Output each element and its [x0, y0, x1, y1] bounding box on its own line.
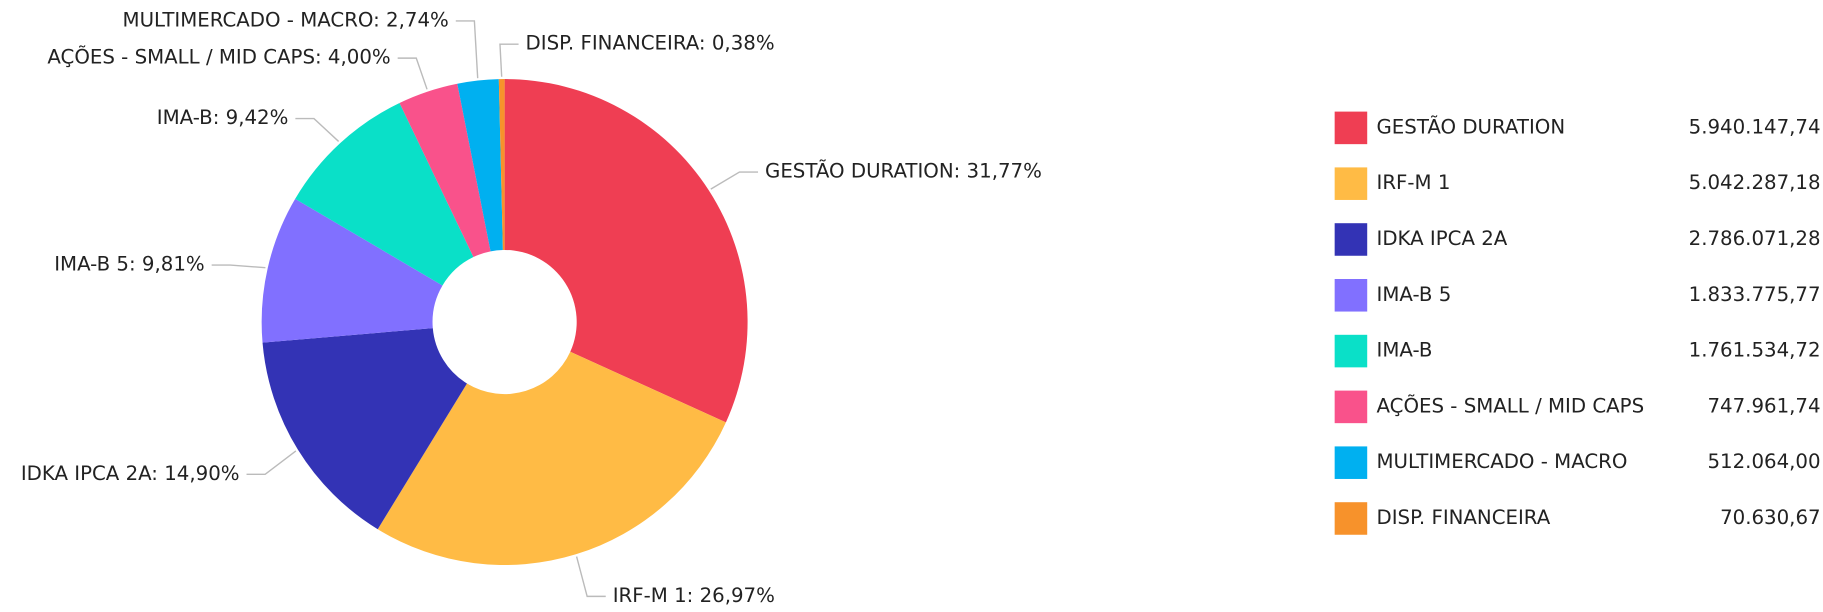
legend-label: MULTIMERCADO - MACRO [1377, 450, 1628, 473]
leader-line [575, 556, 606, 598]
leader-line [246, 450, 297, 476]
legend-label: IRF-M 1 [1377, 171, 1451, 194]
leader-line [211, 264, 266, 269]
legend-swatch [1334, 223, 1368, 256]
donut-slice [399, 83, 491, 258]
legend-swatch [1334, 111, 1368, 145]
donut-slice [377, 351, 726, 565]
leader-line [295, 117, 340, 142]
legend-amount: 1.833.775,77 [1689, 283, 1821, 306]
legend-label: GESTÃO DURATION [1377, 115, 1566, 138]
donut-slice [261, 198, 443, 343]
legend-amount: 5.042.287,18 [1689, 171, 1821, 194]
leader-line [710, 171, 759, 190]
legend-amount: 70.630,67 [1720, 506, 1821, 529]
slice-label: DISP. FINANCEIRA: 0,38% [526, 32, 775, 55]
slice-label: GESTÃO DURATION: 31,77% [765, 160, 1042, 183]
slice-label: AÇÕES - SMALL / MID CAPS: 4,00% [47, 46, 390, 69]
legend-swatch [1334, 279, 1368, 312]
legend-label: AÇÕES - SMALL / MID CAPS [1377, 394, 1645, 417]
slice-label: IRF-M 1: 26,97% [613, 584, 775, 607]
leader-line [455, 20, 479, 79]
legend-amount: 5.940.147,74 [1689, 115, 1821, 138]
legend-amount: 747.961,74 [1707, 394, 1820, 417]
legend-swatch [1334, 390, 1368, 424]
donut-slice [262, 328, 467, 530]
legend-label: IMA-B [1377, 339, 1433, 362]
slice-label: IMA-B 5: 9,81% [54, 253, 204, 276]
legend-amount: 512.064,00 [1707, 450, 1820, 473]
legend-swatch [1334, 446, 1368, 479]
legend-amount: 2.786.071,28 [1689, 227, 1821, 250]
donut-slice [295, 102, 474, 286]
legend-swatch [1334, 502, 1368, 535]
legend-swatch [1334, 334, 1368, 368]
legend-amount: 1.761.534,72 [1689, 339, 1821, 362]
slice-label: IDKA IPCA 2A: 14,90% [21, 462, 240, 485]
legend-label: IDKA IPCA 2A [1377, 227, 1508, 250]
donut-slice [498, 79, 505, 250]
leader-line [397, 57, 428, 90]
slice-label: IMA-B: 9,42% [157, 106, 289, 129]
donut-slice [504, 79, 748, 423]
legend-label: IMA-B 5 [1377, 283, 1452, 306]
legend-swatch [1334, 167, 1368, 200]
slice-label: MULTIMERCADO - MACRO: 2,74% [123, 8, 449, 31]
donut-slice [457, 79, 503, 252]
legend-label: DISP. FINANCEIRA [1377, 506, 1551, 529]
leader-line [499, 43, 519, 77]
